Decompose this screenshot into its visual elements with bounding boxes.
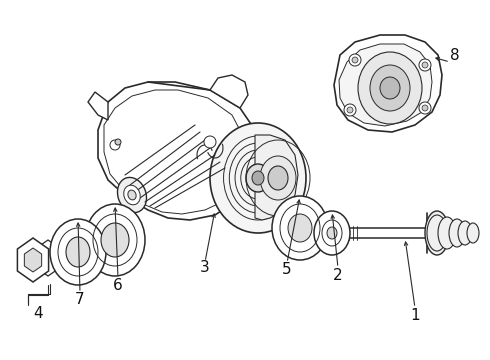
Ellipse shape bbox=[246, 164, 270, 192]
Text: 7: 7 bbox=[75, 292, 85, 307]
Ellipse shape bbox=[128, 190, 136, 200]
Ellipse shape bbox=[380, 77, 400, 99]
Polygon shape bbox=[18, 238, 49, 282]
Ellipse shape bbox=[370, 65, 410, 111]
Polygon shape bbox=[88, 92, 108, 120]
Polygon shape bbox=[24, 248, 42, 272]
Ellipse shape bbox=[327, 227, 337, 239]
Ellipse shape bbox=[204, 136, 216, 148]
Ellipse shape bbox=[419, 59, 431, 71]
Ellipse shape bbox=[422, 105, 428, 111]
Ellipse shape bbox=[458, 221, 472, 245]
Polygon shape bbox=[334, 35, 442, 132]
Ellipse shape bbox=[314, 211, 350, 255]
Ellipse shape bbox=[252, 171, 264, 185]
Ellipse shape bbox=[110, 140, 120, 150]
Text: 1: 1 bbox=[410, 307, 420, 323]
Ellipse shape bbox=[50, 219, 106, 285]
Ellipse shape bbox=[101, 223, 129, 257]
Text: 6: 6 bbox=[113, 278, 123, 292]
Ellipse shape bbox=[347, 107, 353, 113]
Ellipse shape bbox=[419, 102, 431, 114]
Polygon shape bbox=[210, 75, 248, 108]
Ellipse shape bbox=[349, 54, 361, 66]
Text: 3: 3 bbox=[200, 261, 210, 275]
Text: 4: 4 bbox=[33, 306, 43, 321]
Ellipse shape bbox=[358, 52, 422, 124]
Ellipse shape bbox=[438, 217, 456, 249]
Text: 5: 5 bbox=[282, 262, 292, 278]
Ellipse shape bbox=[344, 104, 356, 116]
Polygon shape bbox=[339, 44, 432, 126]
Polygon shape bbox=[98, 82, 258, 220]
Ellipse shape bbox=[467, 223, 479, 243]
Ellipse shape bbox=[425, 211, 449, 255]
Polygon shape bbox=[255, 135, 298, 220]
Polygon shape bbox=[35, 240, 61, 276]
Text: 2: 2 bbox=[333, 267, 343, 283]
Ellipse shape bbox=[210, 123, 306, 233]
Text: 8: 8 bbox=[450, 48, 460, 63]
Ellipse shape bbox=[268, 166, 288, 190]
Ellipse shape bbox=[115, 139, 121, 145]
Ellipse shape bbox=[352, 57, 358, 63]
Ellipse shape bbox=[288, 214, 312, 242]
Ellipse shape bbox=[118, 177, 147, 212]
Ellipse shape bbox=[66, 237, 90, 267]
Ellipse shape bbox=[422, 62, 428, 68]
Ellipse shape bbox=[260, 156, 296, 200]
Ellipse shape bbox=[272, 196, 328, 260]
Ellipse shape bbox=[85, 204, 145, 276]
Ellipse shape bbox=[427, 215, 447, 251]
Ellipse shape bbox=[449, 219, 465, 247]
Ellipse shape bbox=[124, 185, 140, 205]
